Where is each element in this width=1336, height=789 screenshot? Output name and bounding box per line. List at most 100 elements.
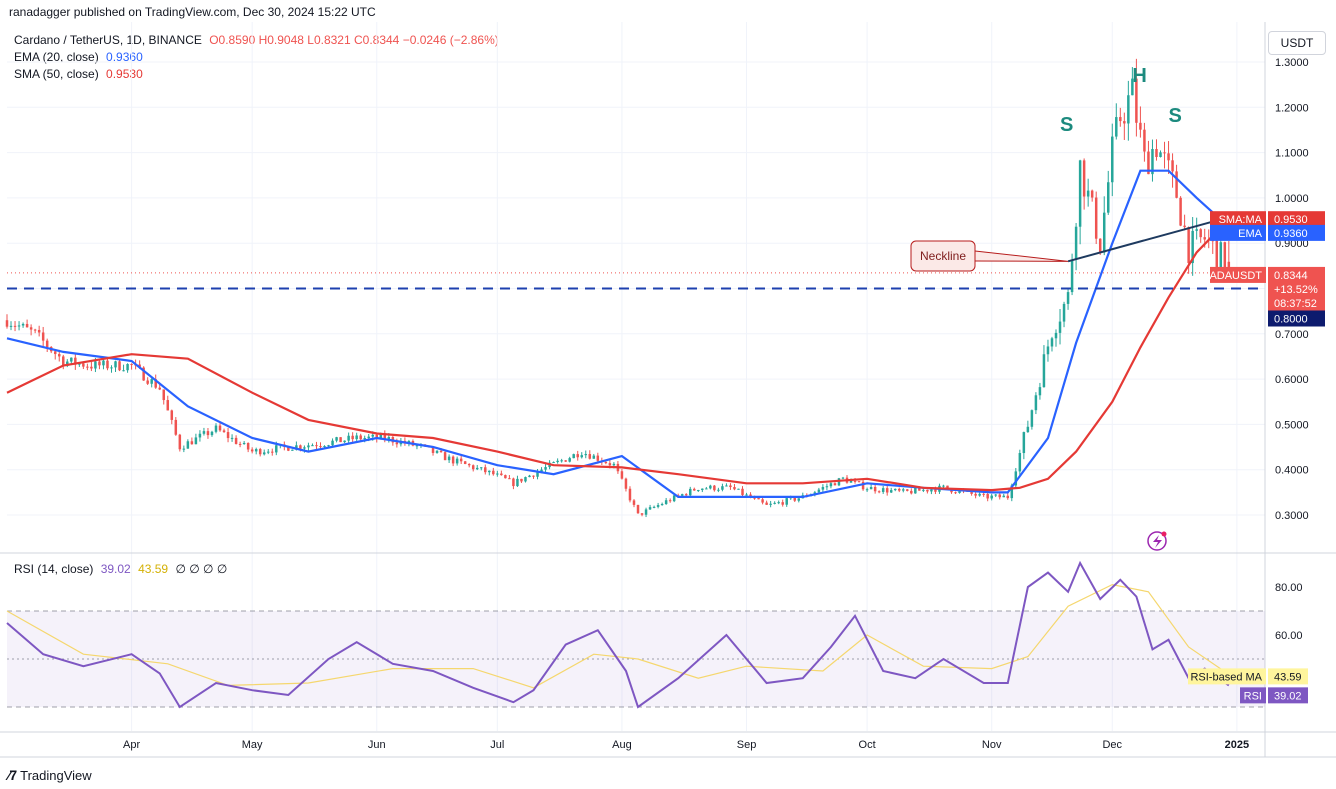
candle-body [480, 467, 483, 469]
candle-body [355, 435, 358, 440]
rsi-legend[interactable]: RSI (14, close) 39.02 43.59 ∅ ∅ ∅ ∅ [14, 562, 227, 576]
candle-body [234, 437, 238, 444]
candle-body [186, 441, 190, 449]
neckline-label: Neckline [920, 249, 966, 263]
candle-body [520, 478, 523, 482]
candle-body [1151, 149, 1154, 175]
candle-body [1123, 121, 1126, 124]
candle-body [74, 357, 77, 365]
candle-body [383, 434, 387, 440]
candle-body [130, 364, 133, 366]
candle-body [680, 494, 684, 496]
candle-body [701, 488, 704, 491]
candle-body [323, 446, 326, 448]
neckline-callout-pointer [974, 250, 1069, 262]
x-tick-label: 2025 [1225, 739, 1249, 751]
symbol-tag-label-bg [1210, 266, 1266, 283]
candle-body [564, 460, 567, 462]
candle-body [1066, 292, 1070, 304]
candle-body [1111, 136, 1114, 183]
candle-body [572, 454, 575, 459]
neckline-line [1067, 217, 1226, 263]
candle-body [1195, 229, 1198, 231]
candle-body [544, 467, 547, 470]
candle-body [994, 494, 997, 496]
lightning-icon [1153, 535, 1162, 548]
candle-body [777, 502, 780, 504]
sma-value: 0.9530 [106, 67, 143, 81]
candle-body [82, 363, 85, 367]
ohlc-values: O0.8590 H0.9048 L0.8321 C0.8344 −0.0246 … [209, 33, 499, 47]
ema-label: EMA (20, close) [14, 50, 99, 64]
candle-body [9, 325, 13, 327]
candle-body [459, 458, 463, 462]
rsi-tag-label-bg [1240, 687, 1266, 704]
candle-body [1058, 321, 1062, 333]
annotations: Neckline S H S [910, 65, 1182, 272]
candle-body [230, 437, 234, 439]
candle-body [636, 504, 640, 514]
y-tick-label: 0.9000 [1275, 238, 1309, 250]
candle-body [733, 487, 736, 490]
candle-body [17, 325, 21, 327]
candle-body [463, 461, 467, 465]
rsi-tag-value-bg [1268, 687, 1308, 704]
candle-body [379, 434, 383, 439]
publisher-line: ranadagger published on TradingView.com,… [9, 5, 376, 19]
candle-body [821, 487, 825, 490]
candle-body [664, 500, 668, 505]
sma-tag-value-bg [1268, 211, 1325, 228]
candle-body [902, 489, 905, 491]
left-shoulder-label: S [1060, 114, 1073, 136]
candle-body [620, 471, 624, 479]
ema-legend-row[interactable]: EMA (20, close) 0.9360 [14, 49, 499, 66]
candle-body [556, 460, 559, 463]
candle-body [982, 493, 985, 495]
candle-body [41, 332, 45, 341]
candle-body [150, 379, 153, 384]
candle-body [331, 440, 334, 446]
ema-line [6, 169, 1230, 498]
candle-body [33, 329, 37, 331]
footer-brand[interactable]: ⁄7 TradingView [8, 767, 92, 783]
candle-body [307, 445, 310, 448]
candle-body [1187, 227, 1190, 264]
candle-body [222, 430, 226, 433]
candle-body [1191, 230, 1194, 264]
candle-body [5, 320, 9, 327]
candle-body [906, 489, 909, 491]
currency-button[interactable]: USDT [1268, 31, 1326, 55]
candle-body [648, 507, 652, 510]
sma-legend-row[interactable]: SMA (50, close) 0.9530 [14, 66, 499, 83]
x-tick-label: Jul [490, 739, 504, 751]
candle-body [194, 437, 198, 445]
candle-body [37, 329, 41, 333]
candle-body [576, 454, 579, 458]
rsi-ma-legend-value: 43.59 [138, 562, 169, 576]
candle-body [713, 485, 716, 491]
candle-body [865, 489, 869, 491]
candle-body [1010, 485, 1014, 499]
candle-body [632, 500, 636, 505]
candle-body [1026, 426, 1030, 433]
candle-body [1143, 129, 1146, 152]
candle-body [110, 367, 113, 369]
symbol-title[interactable]: Cardano / TetherUS, 1D, BINANCE [14, 33, 202, 47]
candle-body [1159, 152, 1162, 158]
x-tick-label: Nov [982, 739, 1002, 751]
main-legend: Cardano / TetherUS, 1D, BINANCE O0.8590 … [14, 32, 499, 83]
candle-body [70, 357, 73, 362]
candle-body [769, 503, 772, 505]
candle-body [1074, 226, 1078, 260]
candle-body [262, 452, 266, 455]
candle-body [946, 485, 949, 489]
candle-body [729, 485, 732, 488]
candle-body [974, 493, 977, 496]
candle-body [1046, 346, 1050, 355]
sma-tag-value: 0.9530 [1274, 214, 1308, 226]
candle-body [1094, 197, 1098, 239]
candle-body [1098, 238, 1102, 253]
brand-name: TradingView [20, 767, 92, 783]
y-tick-label: 0.7000 [1275, 329, 1309, 341]
